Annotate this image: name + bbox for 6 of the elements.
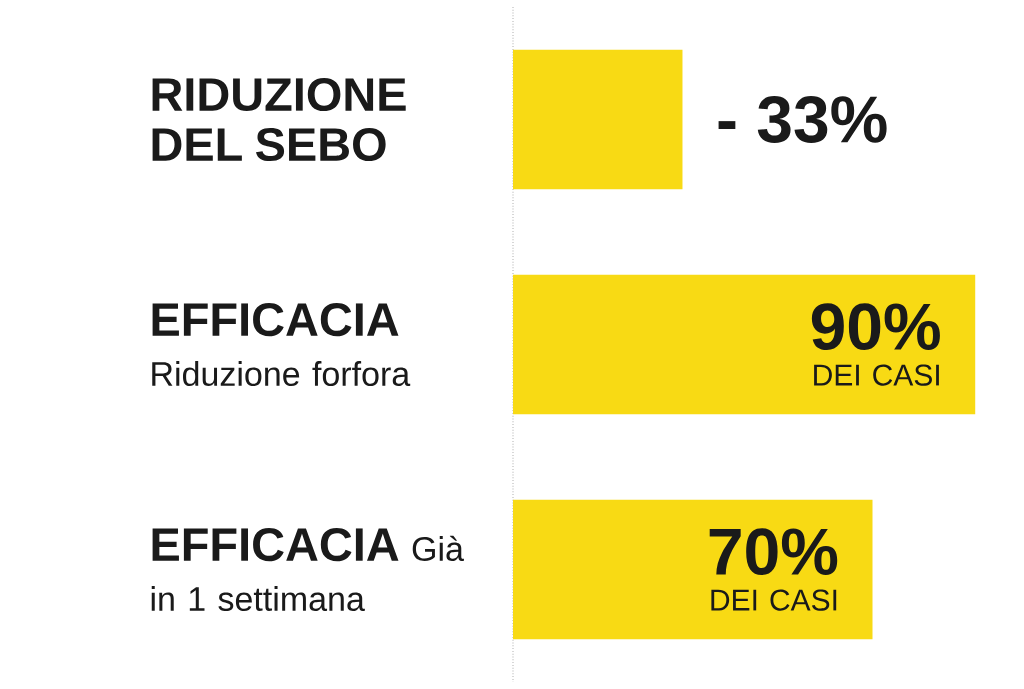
y-tick-label: EFFICACIA Già in 1 settimana <box>151 527 464 612</box>
data-label: 70% DEI CASI <box>709 528 838 611</box>
annotation: - 33% <box>718 96 887 143</box>
data-label: 90% DEI CASI <box>811 303 940 386</box>
y-tick-label: EFFICACIA Riduzione forfora <box>152 302 411 387</box>
y-tick-label: RIDUZIONE DEL SEBO <box>152 77 406 162</box>
